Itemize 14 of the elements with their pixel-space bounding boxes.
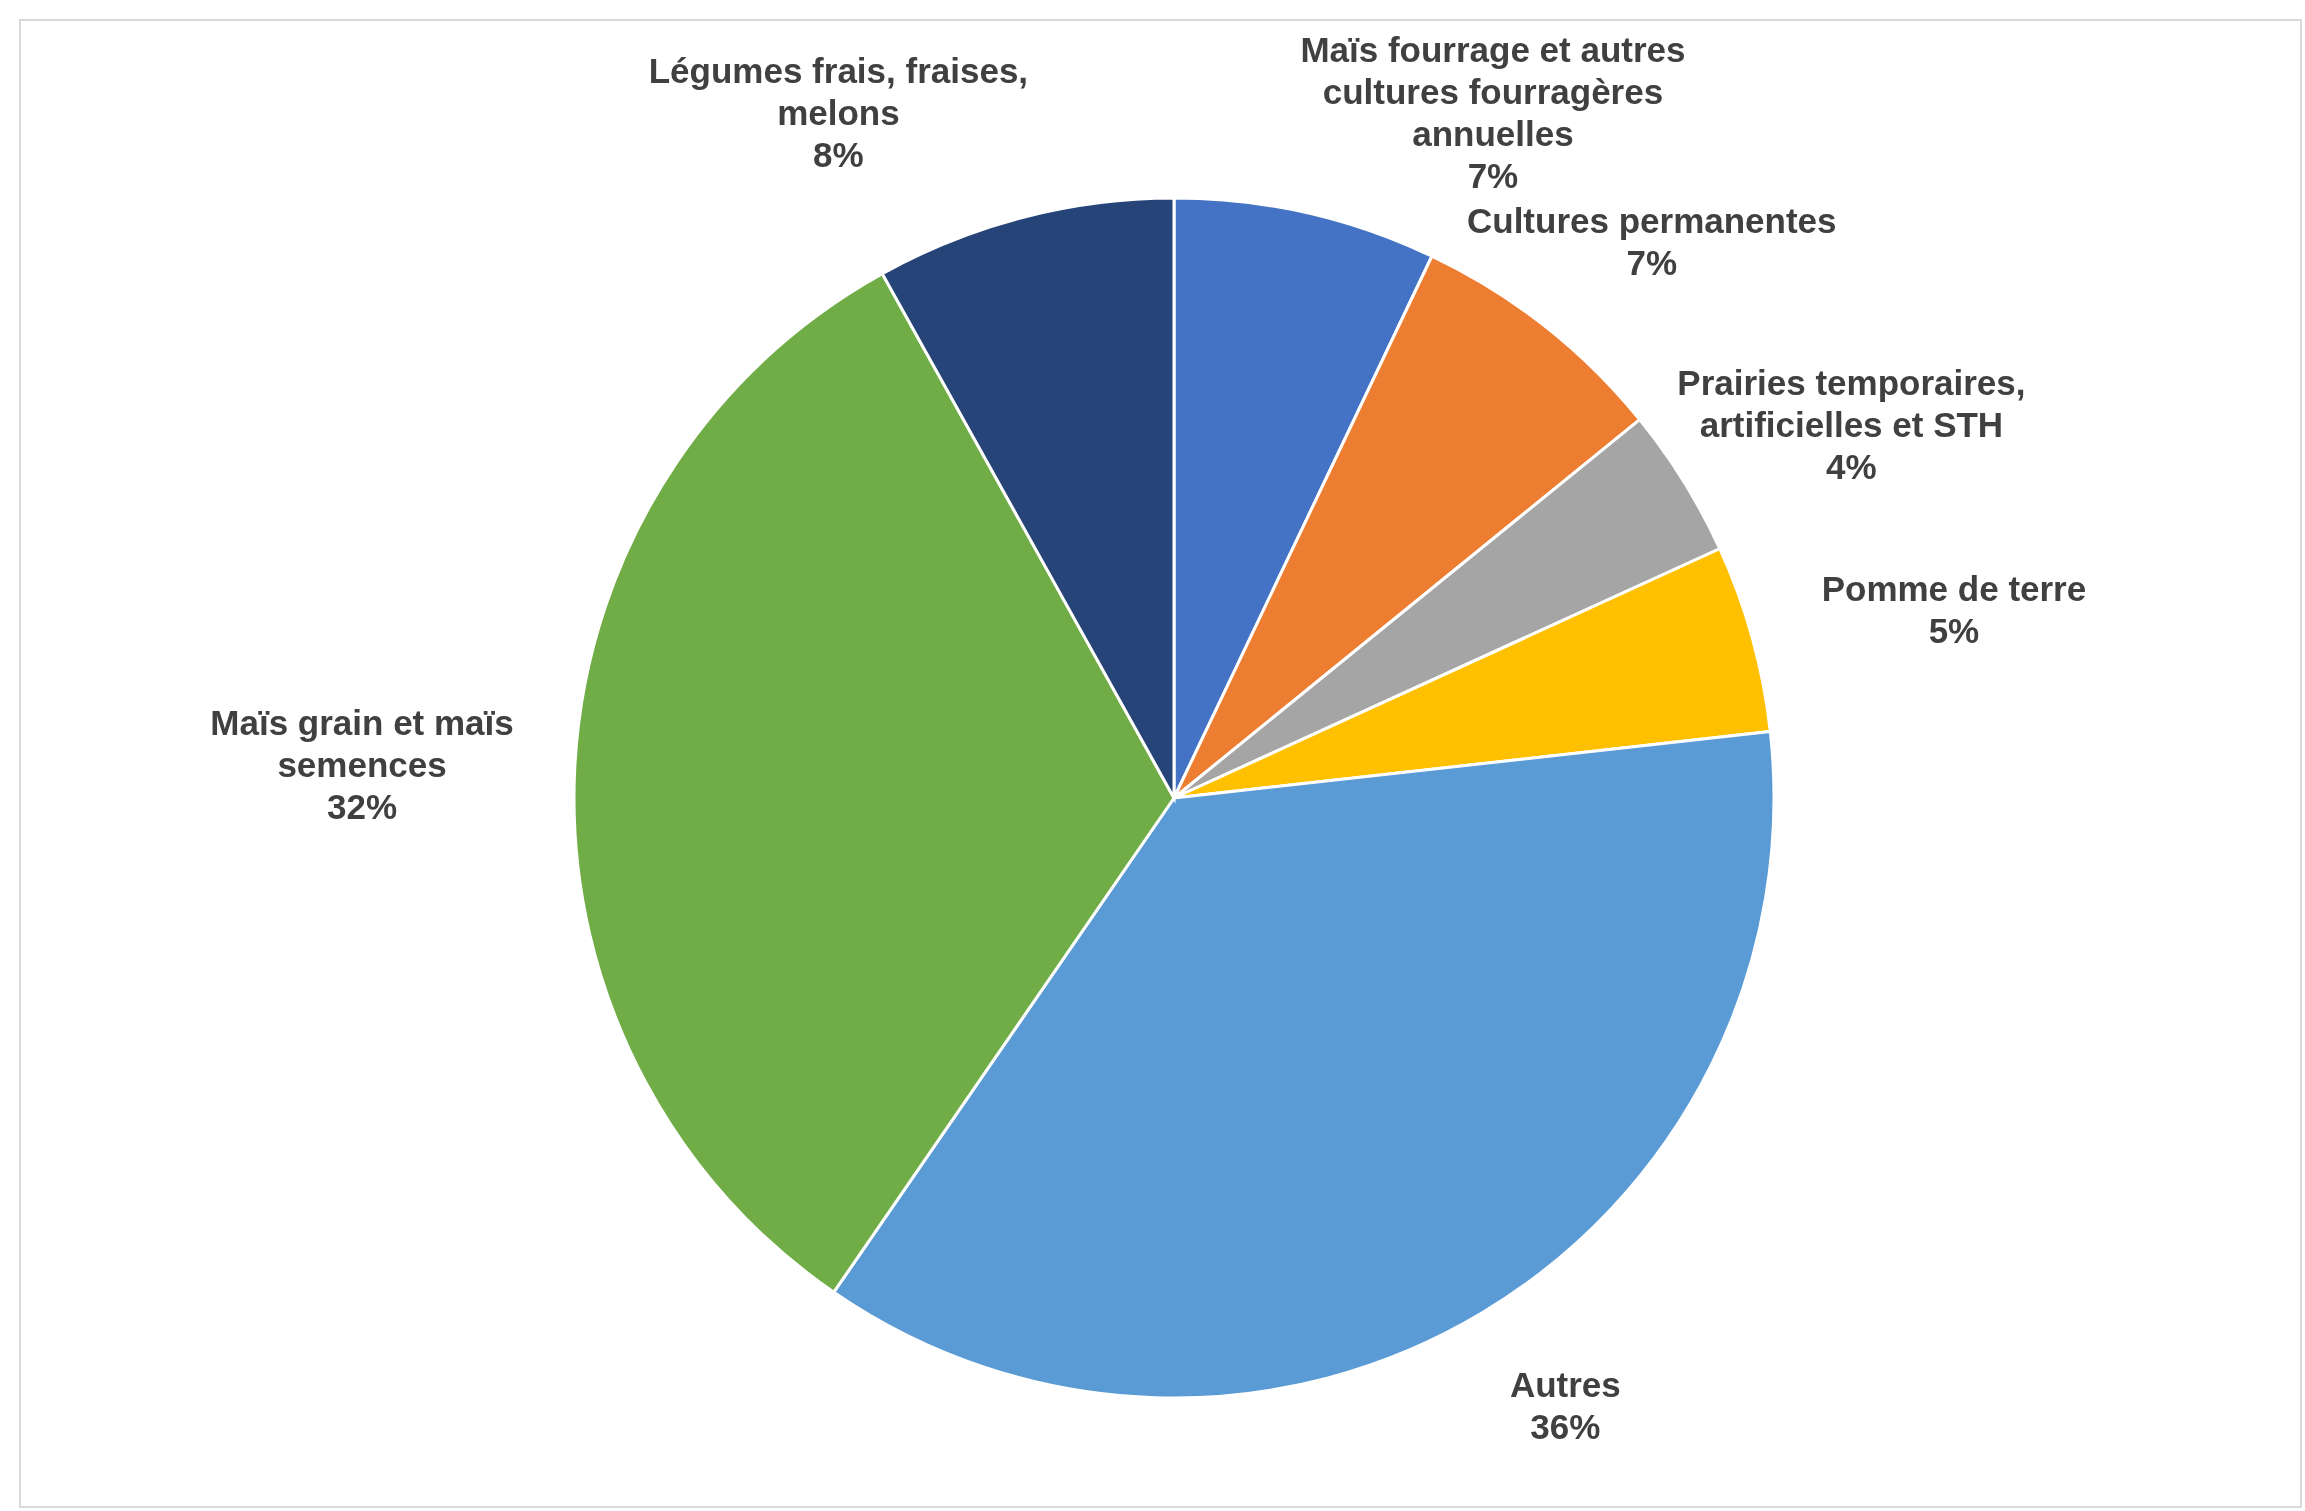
- data-label: 7%: [1467, 155, 1519, 195]
- slice-label: Légumes frais, fraises, melons: [648, 51, 1029, 133]
- data-label: 36%: [1530, 1407, 1601, 1447]
- slice-label: Prairies temporaires, artificielles et STH: [1677, 363, 2026, 445]
- slice-label: Cultures permanentes: [1467, 201, 1837, 241]
- slice-label: Maïs grain et maïs semences: [210, 702, 514, 784]
- data-label: 4%: [1826, 447, 1877, 487]
- slice-label: Maïs fourrage et autres cultures fourragères annuelles: [1300, 29, 1686, 153]
- slice-label: Pomme de terre: [1821, 568, 2087, 608]
- slice-label: Autres: [1509, 1365, 1621, 1405]
- data-label: 5%: [1928, 610, 1980, 650]
- data-label: 8%: [813, 135, 864, 175]
- data-label: 7%: [1626, 243, 1678, 283]
- data-label: 32%: [327, 786, 398, 826]
